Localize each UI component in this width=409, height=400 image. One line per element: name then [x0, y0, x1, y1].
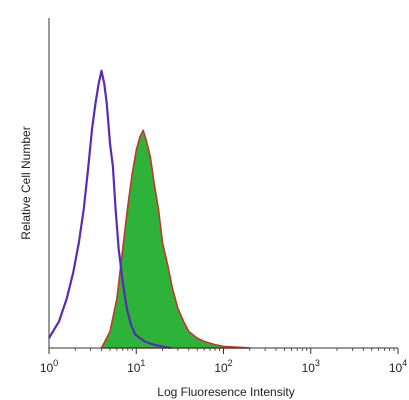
x-tick-labels: 100 101 102 103 104: [40, 358, 407, 375]
x-tick-exponent: 3: [315, 358, 320, 368]
line-histogram-series-1: [48, 69, 172, 350]
x-tick-base: 10: [127, 361, 141, 375]
y-axis-title: Relative Cell Number: [19, 126, 33, 239]
x-tick-label: 100: [40, 358, 58, 375]
x-tick-base: 10: [389, 361, 403, 375]
x-axis-title: Log Fluoresence Intensity: [157, 385, 294, 399]
x-tick-label: 103: [302, 358, 320, 375]
filled-histogram-series-2: [100, 129, 251, 349]
plot-area: [48, 69, 251, 350]
x-tick-exponent: 0: [53, 358, 58, 368]
x-tick-label: 101: [127, 358, 145, 375]
x-tick-exponent: 1: [140, 358, 145, 368]
x-tick-base: 10: [214, 361, 228, 375]
x-tick-exponent: 2: [228, 358, 233, 368]
x-tick-base: 10: [40, 361, 54, 375]
axes: [48, 18, 399, 354]
x-tick-label: 102: [214, 358, 232, 375]
x-tick-base: 10: [302, 361, 316, 375]
x-tick-exponent: 4: [402, 358, 407, 368]
x-tick-label: 104: [389, 358, 407, 375]
